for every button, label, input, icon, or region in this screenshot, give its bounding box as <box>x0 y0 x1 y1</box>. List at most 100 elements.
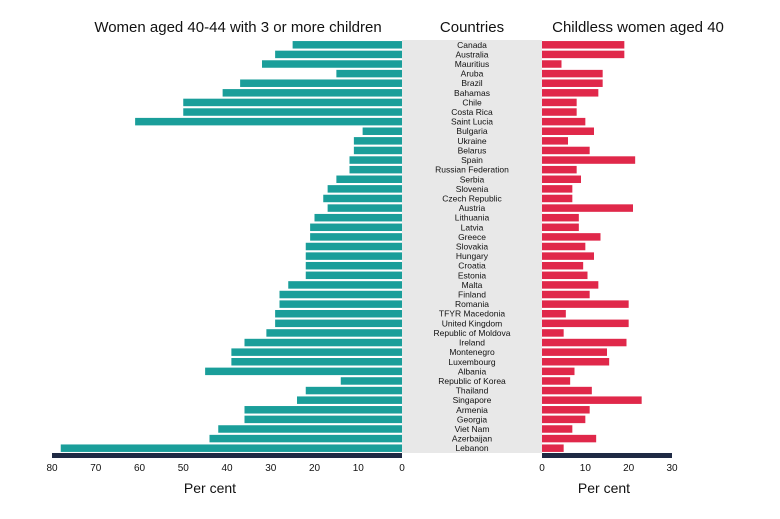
right-bar-malta <box>542 281 599 289</box>
left-bar-republic-of-korea <box>340 377 402 385</box>
right-bar-slovakia <box>542 242 586 251</box>
left-bar-estonia <box>305 271 402 280</box>
country-label-montenegro: Montenegro <box>449 347 495 357</box>
country-label-hungary: Hungary <box>456 251 489 261</box>
right-axis-ticks: 0 10 20 30 <box>539 463 678 474</box>
left-bar-lithuania <box>314 213 402 222</box>
right-bar-latvia <box>542 223 579 232</box>
left-tick-label-10: 10 <box>353 463 365 474</box>
country-label-bahamas: Bahamas <box>454 88 490 98</box>
country-label-republic-of-moldova: Republic of Moldova <box>433 328 510 338</box>
right-bar-czech-republic <box>542 194 573 203</box>
right-bar-bahamas <box>542 89 599 97</box>
right-tick-label-10: 10 <box>580 463 592 474</box>
left-bar-ireland <box>244 338 402 347</box>
right-tick-label-30: 30 <box>666 463 678 474</box>
left-bar-tfyr-macedonia <box>275 309 402 318</box>
right-bar-russian-federation <box>542 165 577 174</box>
right-bar-brazil <box>542 79 603 87</box>
right-bar-croatia <box>542 261 584 270</box>
left-tick-label-30: 30 <box>265 463 277 474</box>
right-bars-group <box>542 41 642 452</box>
country-label-romania: Romania <box>455 299 489 309</box>
left-bar-lebanon <box>60 444 402 452</box>
right-bar-romania <box>542 300 629 308</box>
country-label-serbia: Serbia <box>460 174 485 184</box>
country-label-albania: Albania <box>458 366 487 376</box>
left-bar-brazil <box>240 79 402 87</box>
left-bar-romania <box>279 300 402 308</box>
right-bar-luxembourg <box>542 358 610 366</box>
left-tick-label-70: 70 <box>90 463 102 474</box>
country-label-united-kingdom: United Kingdom <box>442 318 502 328</box>
left-bar-montenegro <box>231 348 402 356</box>
country-label-finland: Finland <box>458 290 486 300</box>
left-bar-latvia <box>310 223 402 232</box>
country-label-singapore: Singapore <box>453 395 492 405</box>
country-label-greece: Greece <box>458 232 486 242</box>
country-label-slovakia: Slovakia <box>456 242 488 252</box>
country-label-luxembourg: Luxembourg <box>448 357 496 367</box>
left-bar-united-kingdom <box>275 319 402 328</box>
right-bar-republic-of-korea <box>542 377 571 385</box>
left-bar-australia <box>275 50 402 59</box>
country-label-chile: Chile <box>462 97 482 107</box>
country-label-malta: Malta <box>462 280 483 290</box>
left-bar-austria <box>327 204 402 212</box>
left-bar-luxembourg <box>231 358 402 366</box>
country-label-czech-republic: Czech Republic <box>442 193 502 203</box>
left-bar-greece <box>310 233 402 241</box>
country-label-aruba: Aruba <box>461 69 484 79</box>
left-axis-line <box>52 453 402 458</box>
left-bar-republic-of-moldova <box>266 329 402 337</box>
right-bar-ukraine <box>542 137 568 145</box>
left-bar-singapore <box>297 396 402 404</box>
left-tick-label-80: 80 <box>46 463 58 474</box>
left-tick-label-40: 40 <box>221 463 233 474</box>
left-bar-albania <box>205 367 402 376</box>
country-label-bulgaria: Bulgaria <box>456 126 487 136</box>
right-bar-tfyr-macedonia <box>542 309 566 318</box>
left-bar-russian-federation <box>349 165 402 174</box>
left-tick-label-60: 60 <box>134 463 146 474</box>
right-bar-armenia <box>542 406 590 414</box>
left-tick-label-0: 0 <box>399 463 405 474</box>
country-label-viet-nam: Viet Nam <box>455 424 490 434</box>
country-label-thailand: Thailand <box>456 386 489 396</box>
country-label-ukraine: Ukraine <box>457 136 487 146</box>
left-bar-malta <box>288 281 402 289</box>
country-label-canada: Canada <box>457 40 487 50</box>
left-bar-canada <box>292 41 402 49</box>
left-bar-azerbaijan <box>209 434 402 443</box>
right-bar-canada <box>542 41 625 49</box>
right-bar-australia <box>542 50 625 59</box>
country-labels-group: CanadaAustraliaMauritiusArubaBrazilBaham… <box>433 40 510 453</box>
country-label-slovenia: Slovenia <box>456 184 489 194</box>
left-bar-chile <box>183 98 402 107</box>
right-bar-hungary <box>542 252 594 260</box>
countries-band <box>402 40 542 453</box>
left-bar-georgia <box>244 415 402 424</box>
left-bar-hungary <box>305 252 402 260</box>
country-label-brazil: Brazil <box>461 78 482 88</box>
country-label-austria: Austria <box>459 203 486 213</box>
country-label-lebanon: Lebanon <box>455 443 488 453</box>
country-label-russian-federation: Russian Federation <box>435 165 509 175</box>
country-label-lithuania: Lithuania <box>455 213 490 223</box>
left-bar-slovenia <box>327 185 402 193</box>
country-label-estonia: Estonia <box>458 270 487 280</box>
left-bar-bahamas <box>222 89 402 97</box>
right-bar-slovenia <box>542 185 573 193</box>
right-bar-singapore <box>542 396 642 404</box>
left-tick-label-20: 20 <box>309 463 321 474</box>
country-label-croatia: Croatia <box>458 261 486 271</box>
right-bar-estonia <box>542 271 588 280</box>
right-bar-lithuania <box>542 213 579 222</box>
left-bars-group <box>60 41 402 452</box>
right-bar-thailand <box>542 386 592 395</box>
left-axis-title: Per cent <box>184 480 236 496</box>
left-bar-aruba <box>336 69 402 78</box>
left-bar-thailand <box>305 386 402 395</box>
left-chart-title: Women aged 40-44 with 3 or more children <box>94 19 381 36</box>
